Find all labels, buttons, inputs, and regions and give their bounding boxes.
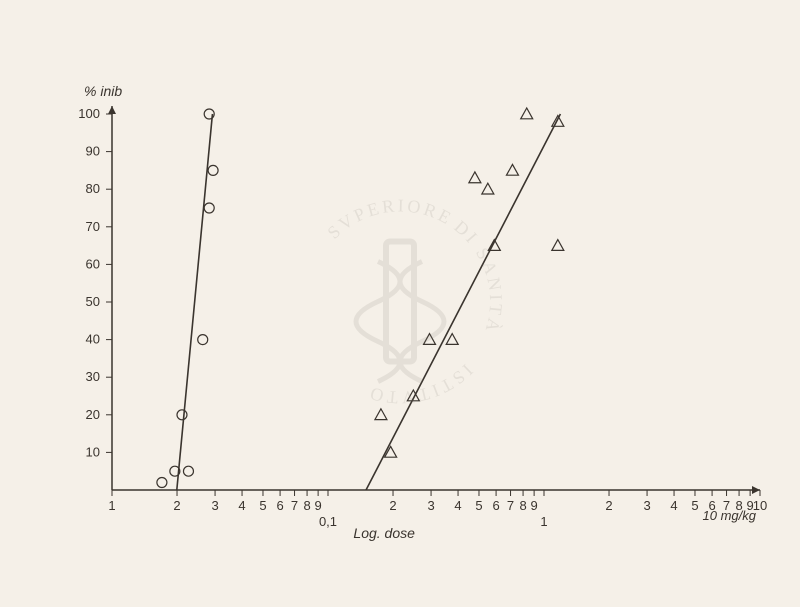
marker-triangle: [375, 409, 387, 420]
x-tick-label: 2: [389, 498, 396, 513]
dose-response-chart: % inib1020304050607080901001234567892345…: [0, 0, 800, 607]
marker-triangle: [506, 164, 518, 175]
marker-triangle: [482, 183, 494, 194]
marker-triangle: [446, 334, 458, 345]
x-axis-unit: 10 mg/kg: [703, 508, 757, 523]
x-tick-label: 4: [238, 498, 245, 513]
y-tick-label: 70: [86, 219, 100, 234]
x-tick-label: 6: [492, 498, 499, 513]
marker-circle: [177, 410, 187, 420]
x-tick-label: 3: [211, 498, 218, 513]
x-tick-label: 7: [291, 498, 298, 513]
marker-circle: [198, 335, 208, 345]
x-arrow: [752, 486, 760, 494]
x-tick-label: 5: [259, 498, 266, 513]
regression-circles: [177, 114, 213, 490]
marker-circle: [183, 466, 193, 476]
x-tick-label: 9: [314, 498, 321, 513]
x-tick-label: 8: [303, 498, 310, 513]
regression-triangles: [366, 114, 560, 490]
y-tick-label: 90: [86, 144, 100, 159]
y-tick-label: 100: [78, 106, 100, 121]
marker-circle: [157, 477, 167, 487]
y-tick-label: 30: [86, 369, 100, 384]
marker-triangle: [552, 116, 564, 127]
x-tick-label: 9: [530, 498, 537, 513]
x-tick-label: 5: [691, 498, 698, 513]
y-tick-label: 60: [86, 256, 100, 271]
x-tick-label: 5: [475, 498, 482, 513]
y-tick-label: 20: [86, 407, 100, 422]
x-tick-label: 1: [108, 498, 115, 513]
x-axis-label: Log. dose: [353, 525, 415, 541]
y-tick-label: 50: [86, 294, 100, 309]
marker-circle: [208, 165, 218, 175]
x-tick-label: 2: [173, 498, 180, 513]
x-tick-label: 4: [670, 498, 677, 513]
y-tick-label: 10: [86, 444, 100, 459]
x-tick-label: 8: [519, 498, 526, 513]
marker-triangle: [521, 108, 533, 119]
x-tick-label: 3: [427, 498, 434, 513]
marker-triangle: [469, 172, 481, 183]
x-tick-label: 2: [605, 498, 612, 513]
y-arrow: [108, 106, 116, 114]
y-axis-label: % inib: [84, 83, 122, 99]
marker-circle: [204, 203, 214, 213]
y-tick-label: 80: [86, 181, 100, 196]
x-tick-label: 6: [276, 498, 283, 513]
x-decade-label: 0,1: [319, 514, 337, 529]
x-tick-label: 3: [643, 498, 650, 513]
x-tick-label: 4: [454, 498, 461, 513]
y-tick-label: 40: [86, 332, 100, 347]
x-decade-label: 1: [540, 514, 547, 529]
marker-circle: [204, 109, 214, 119]
marker-triangle: [552, 240, 564, 251]
x-tick-label: 7: [507, 498, 514, 513]
marker-triangle: [424, 334, 436, 345]
